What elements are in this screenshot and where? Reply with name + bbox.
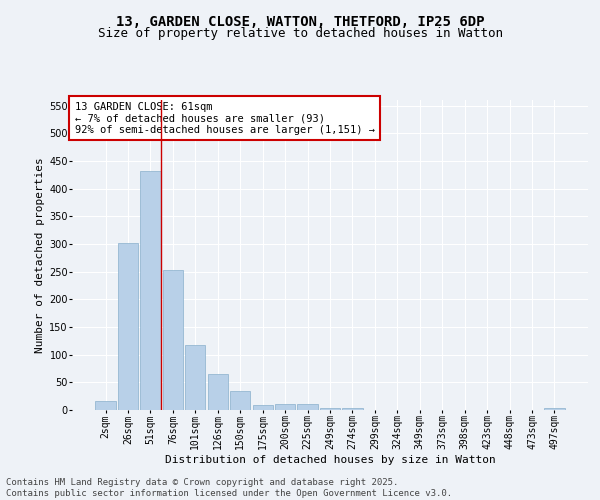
Text: 13 GARDEN CLOSE: 61sqm
← 7% of detached houses are smaller (93)
92% of semi-deta: 13 GARDEN CLOSE: 61sqm ← 7% of detached … — [74, 102, 374, 134]
Text: 13, GARDEN CLOSE, WATTON, THETFORD, IP25 6DP: 13, GARDEN CLOSE, WATTON, THETFORD, IP25… — [116, 15, 484, 29]
Bar — [544, 408, 565, 410]
Bar — [275, 404, 295, 410]
Bar — [230, 390, 250, 410]
X-axis label: Distribution of detached houses by size in Watton: Distribution of detached houses by size … — [164, 455, 496, 465]
Bar — [320, 408, 340, 410]
Bar — [298, 404, 317, 410]
Bar — [118, 243, 138, 410]
Bar — [185, 344, 205, 410]
Bar — [140, 171, 161, 410]
Bar — [163, 270, 183, 410]
Bar — [343, 408, 362, 410]
Bar — [253, 405, 273, 410]
Y-axis label: Number of detached properties: Number of detached properties — [35, 157, 45, 353]
Bar — [208, 374, 228, 410]
Text: Size of property relative to detached houses in Watton: Size of property relative to detached ho… — [97, 28, 503, 40]
Text: Contains HM Land Registry data © Crown copyright and database right 2025.
Contai: Contains HM Land Registry data © Crown c… — [6, 478, 452, 498]
Bar — [95, 400, 116, 410]
